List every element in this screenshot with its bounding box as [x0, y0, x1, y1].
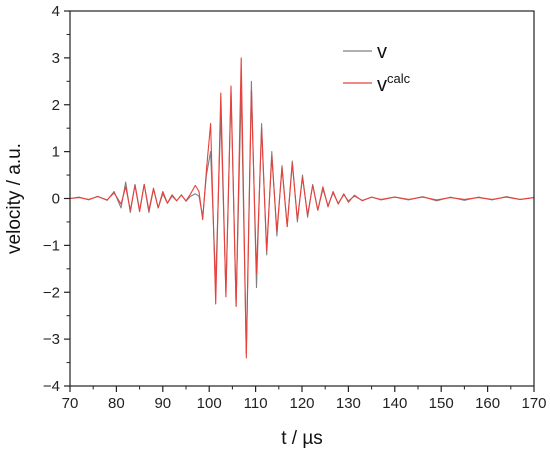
x-tick-label: 170	[521, 395, 546, 412]
plot-lines	[69, 57, 535, 359]
x-tick-label: 80	[108, 395, 125, 412]
x-tick-label: 130	[336, 395, 361, 412]
x-tick-label: 120	[289, 395, 314, 412]
tick-labels: 70 80 90 100 110 120 130 140 150 160 170 −4 −3 −2 −1 0 1…	[43, 3, 547, 412]
y-tick-label: 0	[52, 191, 60, 208]
legend-label-vcalc: vcalc	[377, 71, 411, 96]
y-tick-label: −1	[43, 237, 60, 254]
y-tick-label: −4	[43, 378, 60, 395]
x-tick-label: 90	[154, 395, 171, 412]
y-tick-label: −3	[43, 331, 60, 348]
x-tick-label: 150	[429, 395, 454, 412]
x-tick-label: 100	[197, 395, 222, 412]
x-axis-title: t / µs	[281, 428, 323, 449]
legend-label-vcalc-base: v	[377, 74, 387, 96]
x-tick-label: 140	[382, 395, 407, 412]
axis-ticks	[64, 10, 535, 392]
series-line-v	[69, 80, 535, 354]
x-tick-label: 70	[62, 395, 79, 412]
legend: v vcalc	[343, 41, 411, 96]
x-tick-label: 110	[244, 395, 268, 412]
y-axis-title: velocity / a.u.	[4, 143, 25, 254]
y-tick-label: 1	[52, 144, 60, 161]
series-line-vcalc	[69, 57, 535, 359]
legend-label-vcalc-sup: calc	[387, 71, 411, 86]
y-tick-label: −2	[43, 284, 60, 301]
y-tick-label: 3	[52, 50, 60, 67]
y-tick-label: 4	[52, 3, 60, 20]
plot-frame	[69, 10, 535, 387]
legend-label-v: v	[377, 41, 387, 63]
x-tick-label: 160	[475, 395, 500, 412]
y-tick-label: 2	[52, 97, 60, 114]
